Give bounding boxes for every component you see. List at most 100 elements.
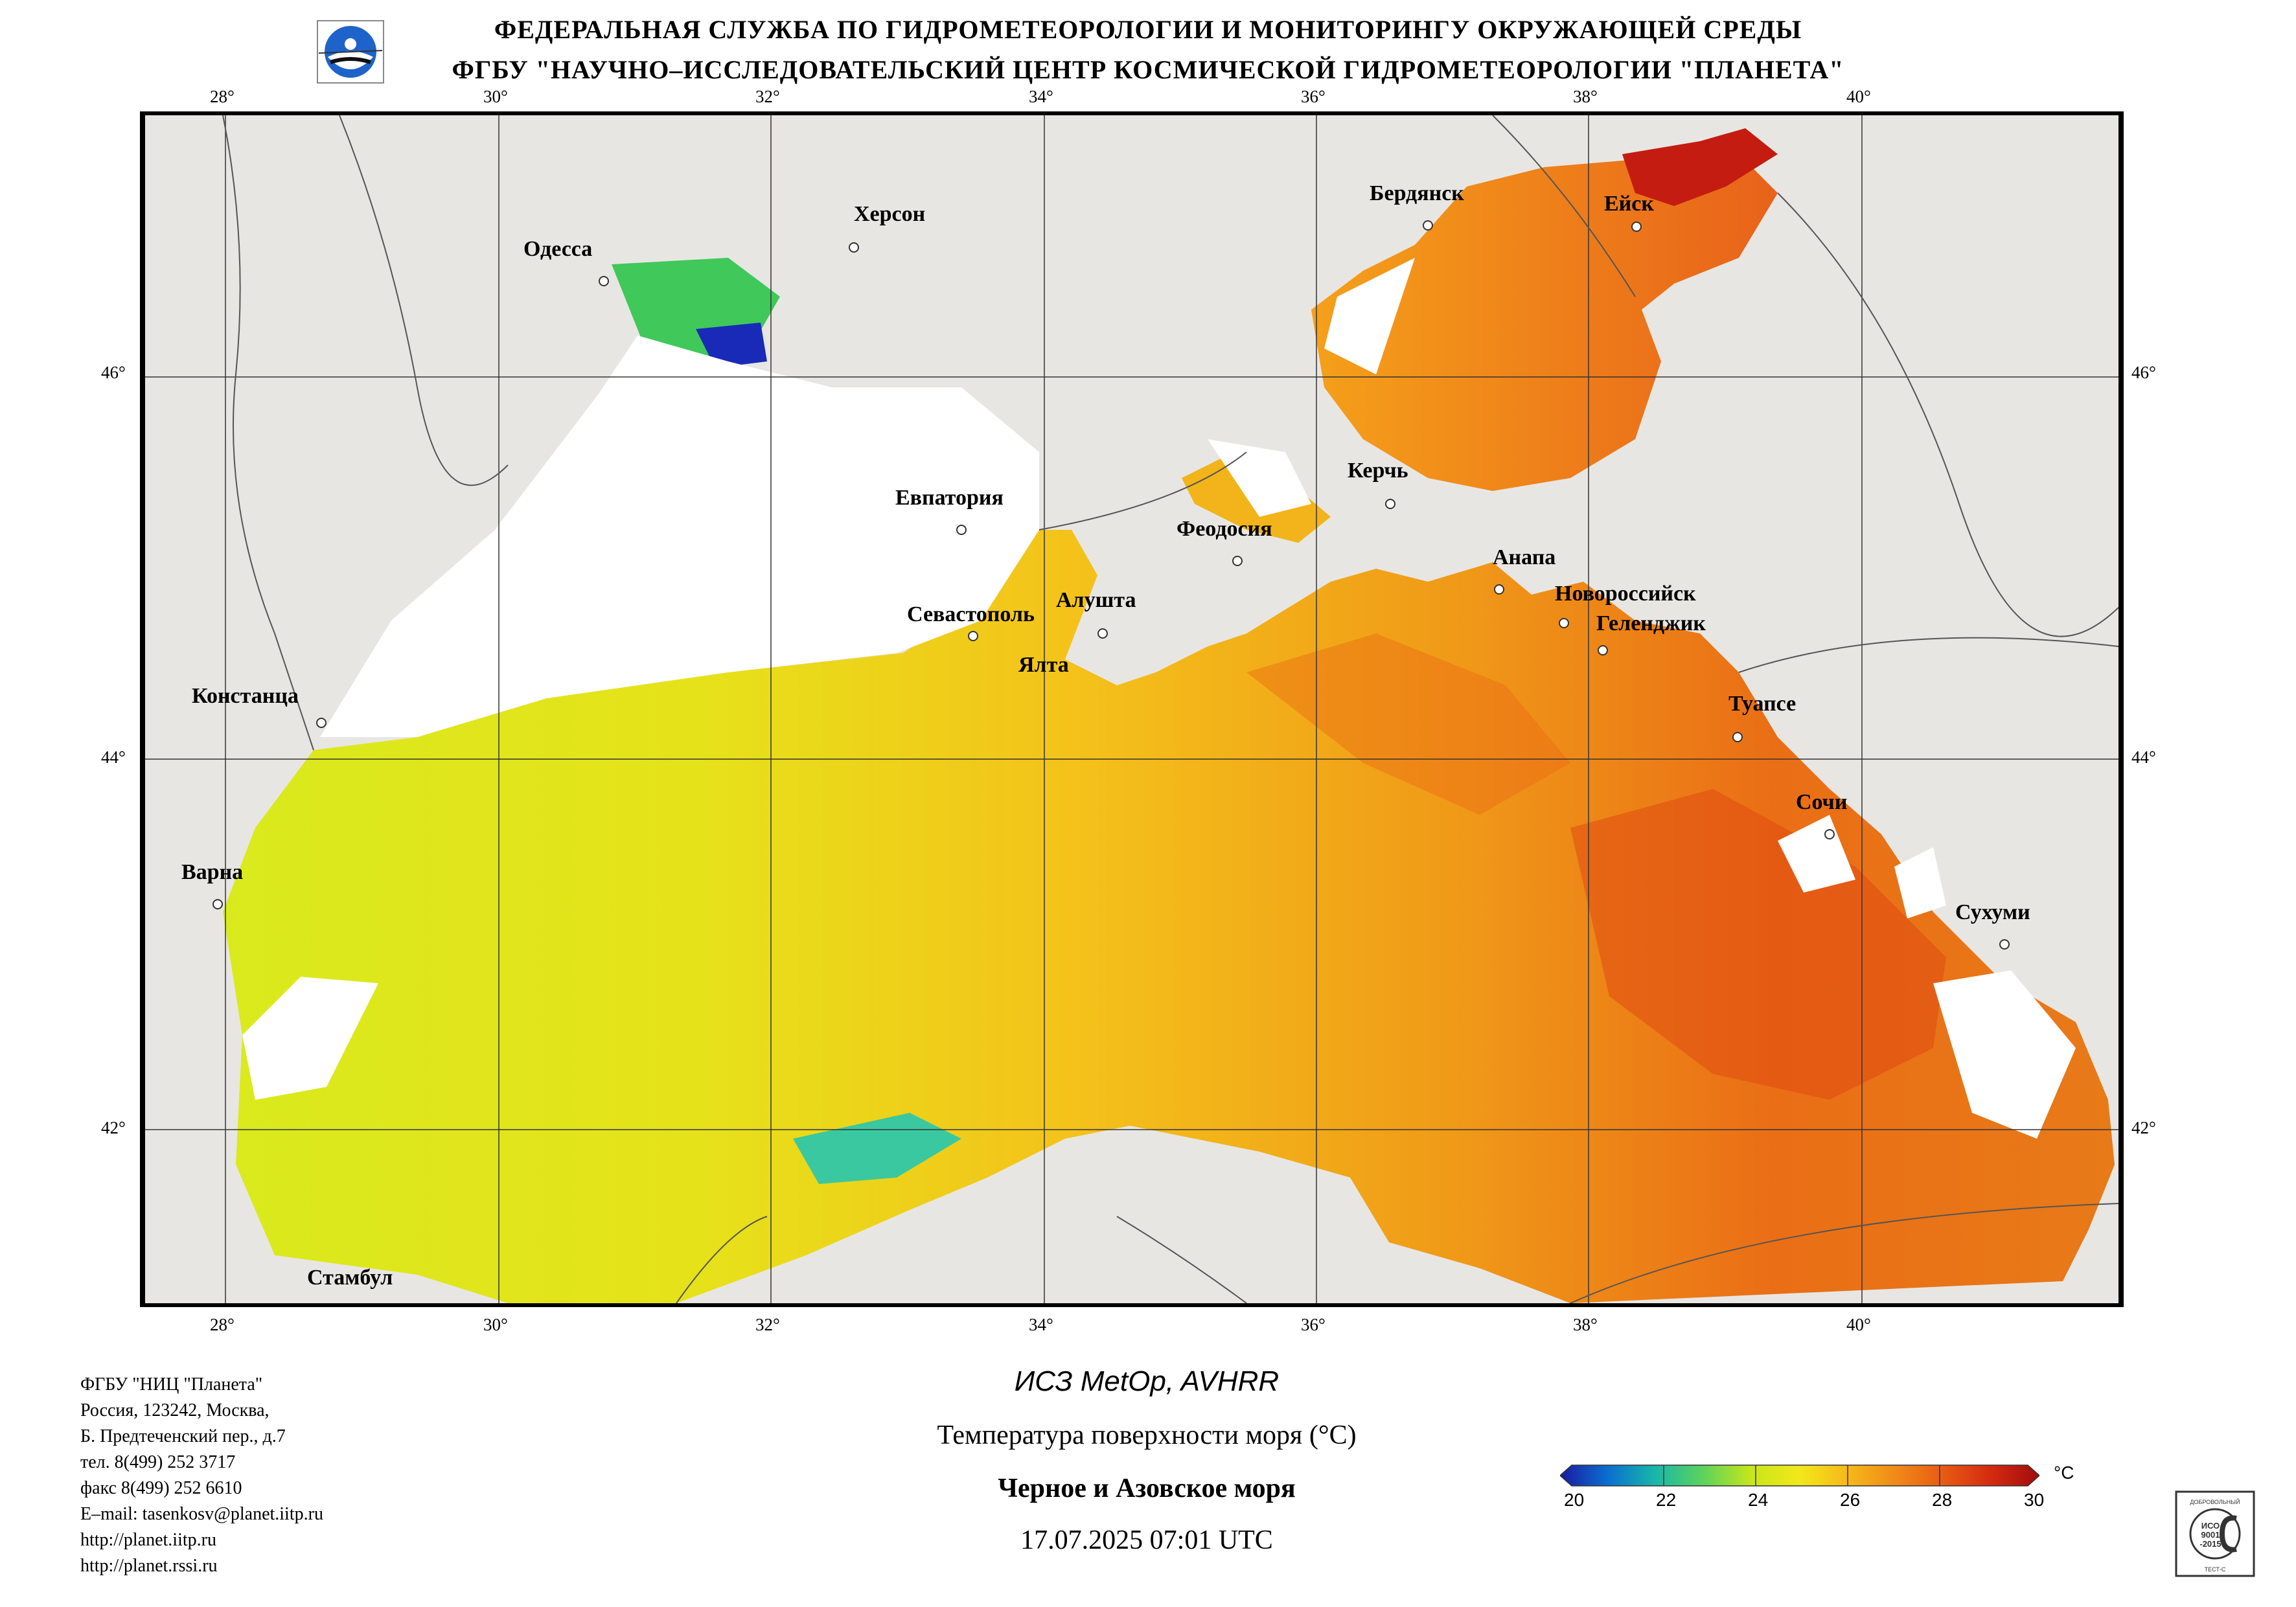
city-label-novorossiysk: Новороссийск (1555, 582, 1696, 606)
contact-email[interactable]: E–mail: tasenkosv@planet.iitp.ru (80, 1504, 323, 1524)
lon-label-top-40: 40° (1846, 87, 1871, 106)
observation-datetime: 17.07.2025 07:01 UTC (1020, 1525, 1273, 1555)
lon-label-top-38: 38° (1573, 87, 1598, 106)
lon-label-bottom-28: 28° (210, 1315, 235, 1334)
temperature-colorbar (1560, 1465, 2039, 1487)
colorbar-tick-30: 30 (2024, 1490, 2045, 1510)
planeta-logo-icon (317, 20, 384, 84)
city-label-yeysk: Ейск (1604, 192, 1654, 216)
cloud-east-2 (1933, 970, 2076, 1139)
sst-map: Одесса Херсон Бердянск Ейск Керчь Евпато… (140, 111, 2124, 1307)
city-label-yevpatoria: Евпатория (895, 486, 1004, 510)
svg-text:ДОБРОВОЛЬНЫЙ: ДОБРОВОЛЬНЫЙ (2190, 1498, 2240, 1505)
svg-text:ИСО: ИСО (2201, 1521, 2220, 1531)
warm-filament (1246, 633, 1570, 815)
contact-line: Б. Предтеченский пер., д.7 (80, 1426, 286, 1446)
country-borders (222, 115, 2118, 1303)
city-marker-anapa (1494, 584, 1504, 595)
contact-link[interactable]: http://planet.rssi.ru (80, 1556, 218, 1576)
satellite-title: ИСЗ MetOp, AVHRR (1014, 1365, 1280, 1397)
lat-label-left-42: 42° (101, 1118, 126, 1137)
colorbar-tick-20: 20 (1564, 1490, 1585, 1510)
city-marker-sukhumi (1999, 939, 2010, 950)
city-marker-feodosia (1232, 556, 1243, 566)
city-marker-yevpatoria (956, 525, 967, 535)
city-marker-gelendzhik (1598, 645, 1608, 655)
svg-text:ТЕСТ-С: ТЕСТ-С (2205, 1566, 2226, 1573)
lon-label-bottom-36: 36° (1301, 1315, 1326, 1334)
city-marker-odessa (599, 276, 609, 286)
city-label-istanbul: Стамбул (307, 1266, 393, 1290)
contact-line: факс 8(499) 252 6610 (80, 1478, 242, 1498)
lat-label-right-42: 42° (2131, 1118, 2156, 1137)
product-title: Температура поверхности моря (°C) (937, 1420, 1357, 1450)
lat-label-left-44: 44° (101, 747, 126, 767)
lon-label-bottom-38: 38° (1573, 1315, 1598, 1334)
lon-label-bottom-32: 32° (755, 1315, 780, 1334)
city-marker-berdyansk (1423, 220, 1433, 231)
city-marker-sevastopol (968, 631, 978, 641)
svg-text:9001: 9001 (2201, 1530, 2220, 1540)
iso-certification-stamp: ДОБРОВОЛЬНЫЙ ИСО 9001 -2015 ТЕСТ-С (2175, 1490, 2255, 1577)
city-marker-kerch (1385, 499, 1395, 509)
city-marker-alushta (1097, 628, 1108, 639)
city-marker-kherson (849, 242, 859, 253)
cloud-crimea-east (1208, 439, 1311, 517)
city-marker-yeysk (1631, 222, 1642, 232)
cool-patch-south (793, 1113, 961, 1184)
city-label-alushta: Алушта (1056, 588, 1136, 612)
svg-text:-2015: -2015 (2199, 1539, 2221, 1549)
cloud-east-1 (1778, 815, 1855, 893)
header-line-2: ФГБУ "НАУЧНО–ИССЛЕДОВАТЕЛЬСКИЙ ЦЕНТР КОС… (452, 55, 1844, 84)
lon-label-bottom-30: 30° (483, 1315, 508, 1334)
city-marker-novorossiysk (1559, 618, 1569, 628)
city-label-kerch: Керчь (1348, 459, 1408, 483)
city-label-sevastopol: Севастополь (907, 602, 1035, 626)
sst-map-canvas (145, 115, 2118, 1303)
contact-line: ФГБУ "НИЦ "Планета" (80, 1374, 263, 1395)
city-label-kherson: Херсон (854, 202, 926, 226)
contact-line: Россия, 123242, Москва, (80, 1400, 270, 1420)
colorbar-tick-28: 28 (1932, 1490, 1953, 1510)
lat-label-left-46: 46° (101, 363, 126, 382)
cloud-nw-shelf (320, 336, 1039, 737)
contact-link[interactable]: http://planet.iitp.ru (80, 1530, 216, 1550)
city-label-sochi: Сочи (1796, 790, 1848, 814)
city-marker-varna (212, 899, 223, 909)
lon-label-top-34: 34° (1029, 87, 1053, 106)
header-line-1: ФЕДЕРАЛЬНАЯ СЛУЖБА ПО ГИДРОМЕТЕОРОЛОГИИ … (494, 15, 1802, 44)
city-label-gelendzhik: Геленджик (1596, 611, 1706, 635)
lon-label-bottom-34: 34° (1029, 1315, 1053, 1334)
warm-core-east (1570, 789, 1946, 1100)
city-label-tuapse: Туапсе (1728, 692, 1797, 716)
cloud-west-shelf (242, 977, 378, 1100)
city-label-feodosia: Феодосия (1177, 517, 1272, 541)
contact-line: тел. 8(499) 252 3717 (80, 1452, 236, 1472)
azov-sea-water (1311, 154, 1778, 491)
region-title: Черное и Азовское моря (998, 1474, 1296, 1503)
colorbar-tick-24: 24 (1748, 1490, 1769, 1510)
colorbar-tick-26: 26 (1840, 1490, 1861, 1510)
graticule (145, 115, 2118, 1303)
cloud-east-3 (1894, 847, 1946, 918)
city-label-berdyansk: Бердянск (1370, 181, 1464, 205)
lon-label-top-30: 30° (483, 87, 508, 106)
city-marker-sochi (1824, 829, 1835, 839)
city-marker-tuapse (1732, 732, 1743, 742)
city-label-varna: Варна (181, 860, 244, 884)
city-label-yalta: Ялта (1018, 653, 1069, 677)
black-sea-water (223, 530, 2115, 1303)
taganrog-bay-water (1622, 128, 1778, 206)
contact-info: ФГБУ "НИЦ "Планета" Россия, 123242, Моск… (80, 1372, 323, 1579)
cloud-azov-west (1324, 258, 1415, 374)
city-label-sukhumi: Сухуми (1955, 900, 2030, 924)
city-label-anapa: Анапа (1493, 545, 1556, 569)
lat-label-right-44: 44° (2131, 747, 2156, 767)
lon-label-bottom-40: 40° (1846, 1315, 1871, 1334)
colorbar-unit: °C (2054, 1463, 2074, 1483)
lon-label-top-32: 32° (755, 87, 780, 106)
city-marker-constanta (316, 718, 327, 728)
lon-label-top-28: 28° (210, 87, 235, 106)
city-label-constanta: Констанца (192, 684, 299, 708)
colorbar-tick-22: 22 (1656, 1490, 1677, 1510)
